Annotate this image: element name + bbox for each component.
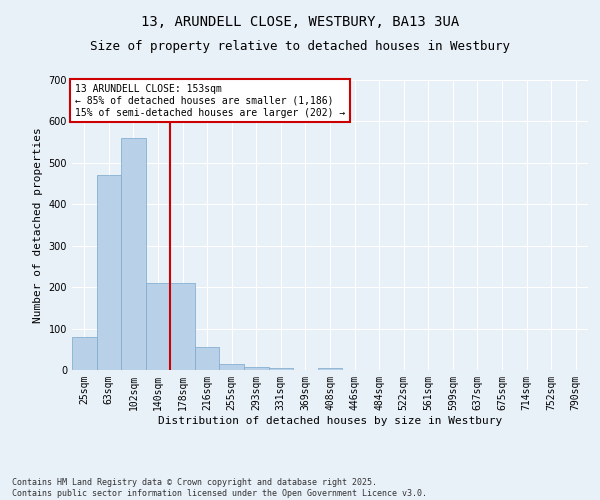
Y-axis label: Number of detached properties: Number of detached properties <box>33 127 43 323</box>
Bar <box>244 366 269 370</box>
Bar <box>97 176 121 370</box>
Bar <box>170 283 195 370</box>
Text: Contains HM Land Registry data © Crown copyright and database right 2025.
Contai: Contains HM Land Registry data © Crown c… <box>12 478 427 498</box>
X-axis label: Distribution of detached houses by size in Westbury: Distribution of detached houses by size … <box>158 416 502 426</box>
Text: 13, ARUNDELL CLOSE, WESTBURY, BA13 3UA: 13, ARUNDELL CLOSE, WESTBURY, BA13 3UA <box>141 15 459 29</box>
Bar <box>195 347 220 370</box>
Text: 13 ARUNDELL CLOSE: 153sqm
← 85% of detached houses are smaller (1,186)
15% of se: 13 ARUNDELL CLOSE: 153sqm ← 85% of detac… <box>74 84 345 117</box>
Bar <box>146 283 170 370</box>
Bar <box>220 364 244 370</box>
Bar <box>318 368 342 370</box>
Text: Size of property relative to detached houses in Westbury: Size of property relative to detached ho… <box>90 40 510 53</box>
Bar <box>269 368 293 370</box>
Bar <box>72 337 97 370</box>
Bar <box>121 138 146 370</box>
